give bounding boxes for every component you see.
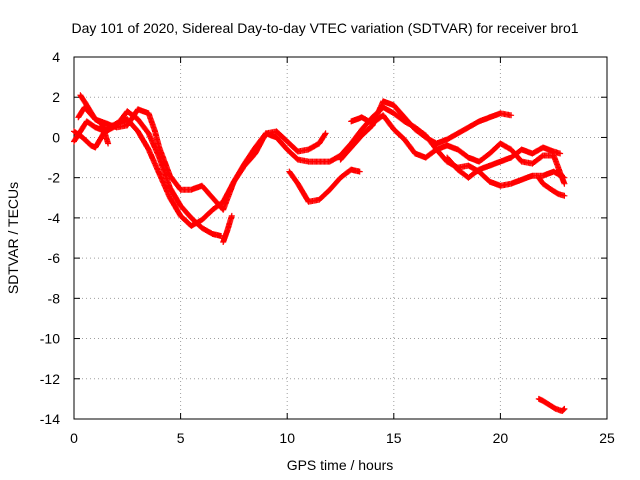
x-tick-label: 10	[279, 430, 295, 446]
y-tick-label: -8	[48, 290, 61, 306]
data-points	[77, 92, 112, 147]
x-tick-label: 20	[493, 430, 509, 446]
y-tick-labels: -14 -12 -10 -8 -6 -4 -2 0 2 4	[40, 49, 60, 427]
y-tick-label: -2	[48, 170, 61, 186]
series-track-3	[75, 104, 329, 213]
series-track-8	[348, 112, 568, 187]
data-points	[535, 395, 568, 414]
y-tick-label: -12	[40, 371, 60, 387]
y-tick-label: 0	[52, 129, 60, 145]
chart-title: Day 101 of 2020, Sidereal Day-to-day VTE…	[71, 20, 578, 36]
data-points	[220, 212, 235, 245]
data-points	[348, 112, 568, 187]
series-track-6	[286, 166, 363, 205]
x-tick-label: 0	[70, 430, 78, 446]
y-tick-label: -4	[48, 210, 61, 226]
data-points	[444, 144, 564, 181]
series-track-4	[77, 92, 112, 147]
data-points	[286, 166, 363, 205]
series-track-5	[220, 212, 235, 245]
y-axis-label: SDTVAR / TECUs	[5, 182, 21, 294]
axis-ticks	[73, 56, 608, 420]
data-points	[75, 104, 329, 213]
y-tick-label: -14	[40, 411, 60, 427]
series-track-10	[535, 174, 568, 199]
x-tick-label: 5	[177, 430, 185, 446]
grid	[74, 57, 607, 419]
series-track-11	[535, 395, 568, 414]
series-track-9	[444, 144, 564, 181]
x-tick-labels: 0 5 10 15 20 25	[70, 430, 615, 446]
y-tick-label: -6	[48, 250, 61, 266]
y-tick-label: -10	[40, 331, 60, 347]
y-tick-label: 4	[52, 49, 60, 65]
series-group	[71, 92, 568, 414]
plot-frame	[73, 56, 608, 420]
x-tick-label: 25	[599, 430, 615, 446]
x-tick-label: 15	[386, 430, 402, 446]
x-axis-label: GPS time / hours	[287, 457, 394, 473]
data-points	[535, 174, 568, 199]
y-tick-label: 2	[52, 89, 60, 105]
